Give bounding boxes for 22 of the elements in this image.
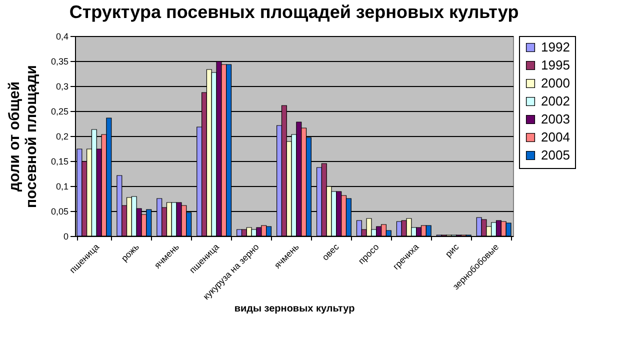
- y-tick-label: 0: [63, 232, 68, 242]
- y-tick-label: 0,1: [56, 182, 68, 192]
- legend-label: 1995: [541, 58, 570, 72]
- chart-title: Структура посевных площадей зерновых культур: [69, 2, 519, 22]
- y-tick-label: 0,4: [56, 32, 68, 42]
- y-axis-title: доли от общей посевной площади: [6, 64, 40, 208]
- y-tick-label: 0,3: [56, 82, 68, 92]
- legend-label: 2005: [541, 148, 570, 162]
- bar: [236, 229, 242, 236]
- y-tick-label: 0,05: [50, 206, 68, 216]
- legend-label: 2003: [541, 112, 570, 126]
- y-tick-label: 0,25: [50, 106, 68, 116]
- y-tick-label: 0,2: [56, 132, 68, 142]
- y-tick-label: 0,15: [50, 156, 68, 166]
- legend-label: 2004: [541, 130, 570, 144]
- bar: [356, 220, 362, 236]
- bar: [396, 221, 402, 236]
- legend-label: 1992: [541, 40, 570, 54]
- legend-label: 2002: [541, 94, 570, 108]
- legend-label: 2000: [541, 76, 570, 90]
- x-axis-title: виды зерновых культур: [234, 304, 355, 315]
- y-tick-label: 0,35: [50, 56, 68, 66]
